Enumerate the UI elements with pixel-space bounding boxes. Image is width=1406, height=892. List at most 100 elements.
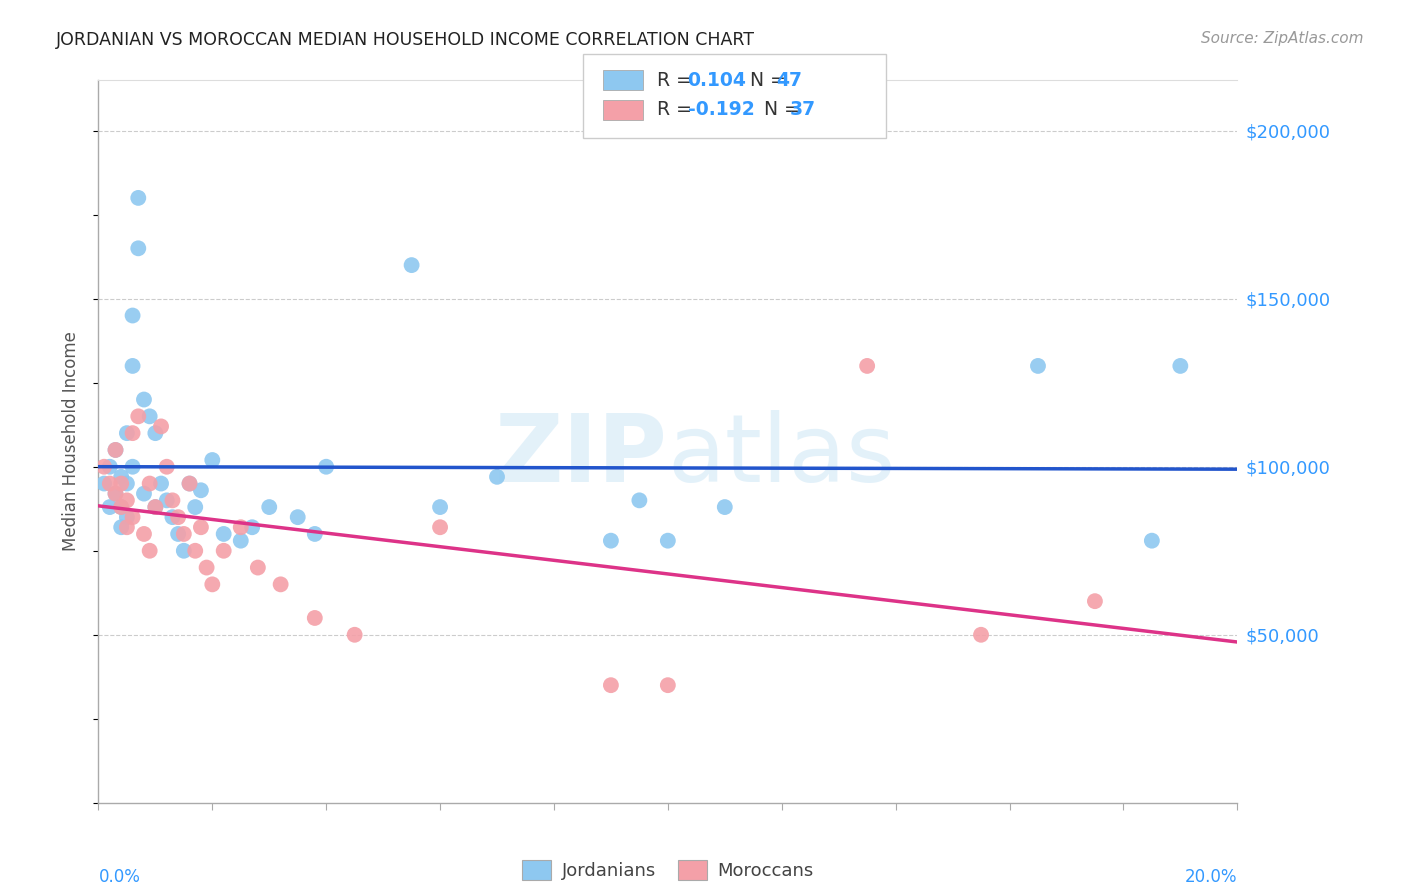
Point (115, 520, 138, 534)
Text: N =: N = (752, 100, 806, 120)
Point (1084, 594, 1107, 608)
Text: Source: ZipAtlas.com: Source: ZipAtlas.com (1201, 31, 1364, 46)
Point (173, 527, 195, 541)
Point (156, 459, 179, 474)
Point (259, 500, 281, 514)
Point (104, 442, 127, 457)
Point (138, 409, 160, 424)
Text: ZIP: ZIP (495, 410, 668, 502)
Point (121, 510, 143, 524)
Point (179, 476, 201, 491)
Point (229, 533, 252, 548)
Point (110, 476, 132, 491)
Point (121, 426, 143, 441)
Point (121, 459, 143, 474)
Point (121, 359, 143, 373)
Point (145, 500, 167, 514)
Point (110, 500, 132, 514)
Point (115, 476, 138, 491)
Point (127, 241, 149, 255)
Point (93, 459, 115, 474)
Text: atlas: atlas (668, 410, 896, 502)
Point (145, 426, 167, 441)
Point (115, 493, 138, 508)
Point (115, 510, 138, 524)
Point (287, 510, 309, 524)
Point (184, 500, 207, 514)
Point (98, 476, 121, 491)
Point (1026, 359, 1049, 373)
Point (121, 309, 143, 323)
Point (132, 392, 155, 407)
Point (201, 453, 224, 467)
Point (162, 493, 184, 508)
Point (229, 520, 252, 534)
Point (401, 258, 423, 272)
Point (240, 520, 263, 534)
Point (173, 543, 195, 558)
Point (1170, 359, 1192, 373)
Point (98, 459, 121, 474)
Point (145, 500, 167, 514)
Point (98, 500, 121, 514)
Legend: Jordanians, Moroccans: Jordanians, Moroccans (515, 853, 821, 888)
Point (486, 470, 509, 484)
Point (132, 486, 155, 500)
Point (110, 470, 132, 484)
Text: -0.192: -0.192 (688, 100, 754, 120)
Point (167, 510, 190, 524)
Point (110, 500, 132, 514)
Point (115, 426, 138, 441)
Point (429, 520, 451, 534)
Point (270, 577, 292, 591)
Point (104, 486, 127, 500)
Y-axis label: Median Household Income: Median Household Income (62, 332, 80, 551)
Point (150, 476, 173, 491)
Text: 20.0%: 20.0% (1185, 868, 1237, 886)
Point (304, 611, 326, 625)
Point (179, 476, 201, 491)
Point (104, 442, 127, 457)
Text: 0.0%: 0.0% (98, 868, 141, 886)
Point (628, 493, 651, 508)
Point (1140, 533, 1163, 548)
Point (212, 543, 235, 558)
Point (167, 527, 190, 541)
Point (184, 543, 207, 558)
Point (162, 510, 184, 524)
Point (657, 533, 679, 548)
Point (201, 577, 224, 591)
Point (150, 419, 173, 434)
Text: N =: N = (738, 70, 792, 90)
Point (127, 409, 149, 424)
Text: R =: R = (657, 100, 697, 120)
Text: 47: 47 (776, 70, 801, 90)
Point (600, 678, 623, 692)
Text: 37: 37 (790, 100, 817, 120)
Text: JORDANIAN VS MOROCCAN MEDIAN HOUSEHOLD INCOME CORRELATION CHART: JORDANIAN VS MOROCCAN MEDIAN HOUSEHOLD I… (56, 31, 755, 49)
Point (315, 459, 337, 474)
Point (195, 560, 218, 574)
Point (343, 628, 366, 642)
Text: 0.104: 0.104 (688, 70, 747, 90)
Point (138, 476, 160, 491)
Point (93, 476, 115, 491)
Point (104, 486, 127, 500)
Point (429, 500, 451, 514)
Point (190, 520, 212, 534)
Point (132, 527, 155, 541)
Point (138, 543, 160, 558)
Text: R =: R = (657, 70, 697, 90)
Point (127, 191, 149, 205)
Point (714, 500, 737, 514)
Point (600, 533, 623, 548)
Point (156, 493, 179, 508)
Point (190, 483, 212, 498)
Point (212, 527, 235, 541)
Point (246, 560, 269, 574)
Point (304, 527, 326, 541)
Point (110, 520, 132, 534)
Point (970, 628, 993, 642)
Point (856, 359, 879, 373)
Point (657, 678, 679, 692)
